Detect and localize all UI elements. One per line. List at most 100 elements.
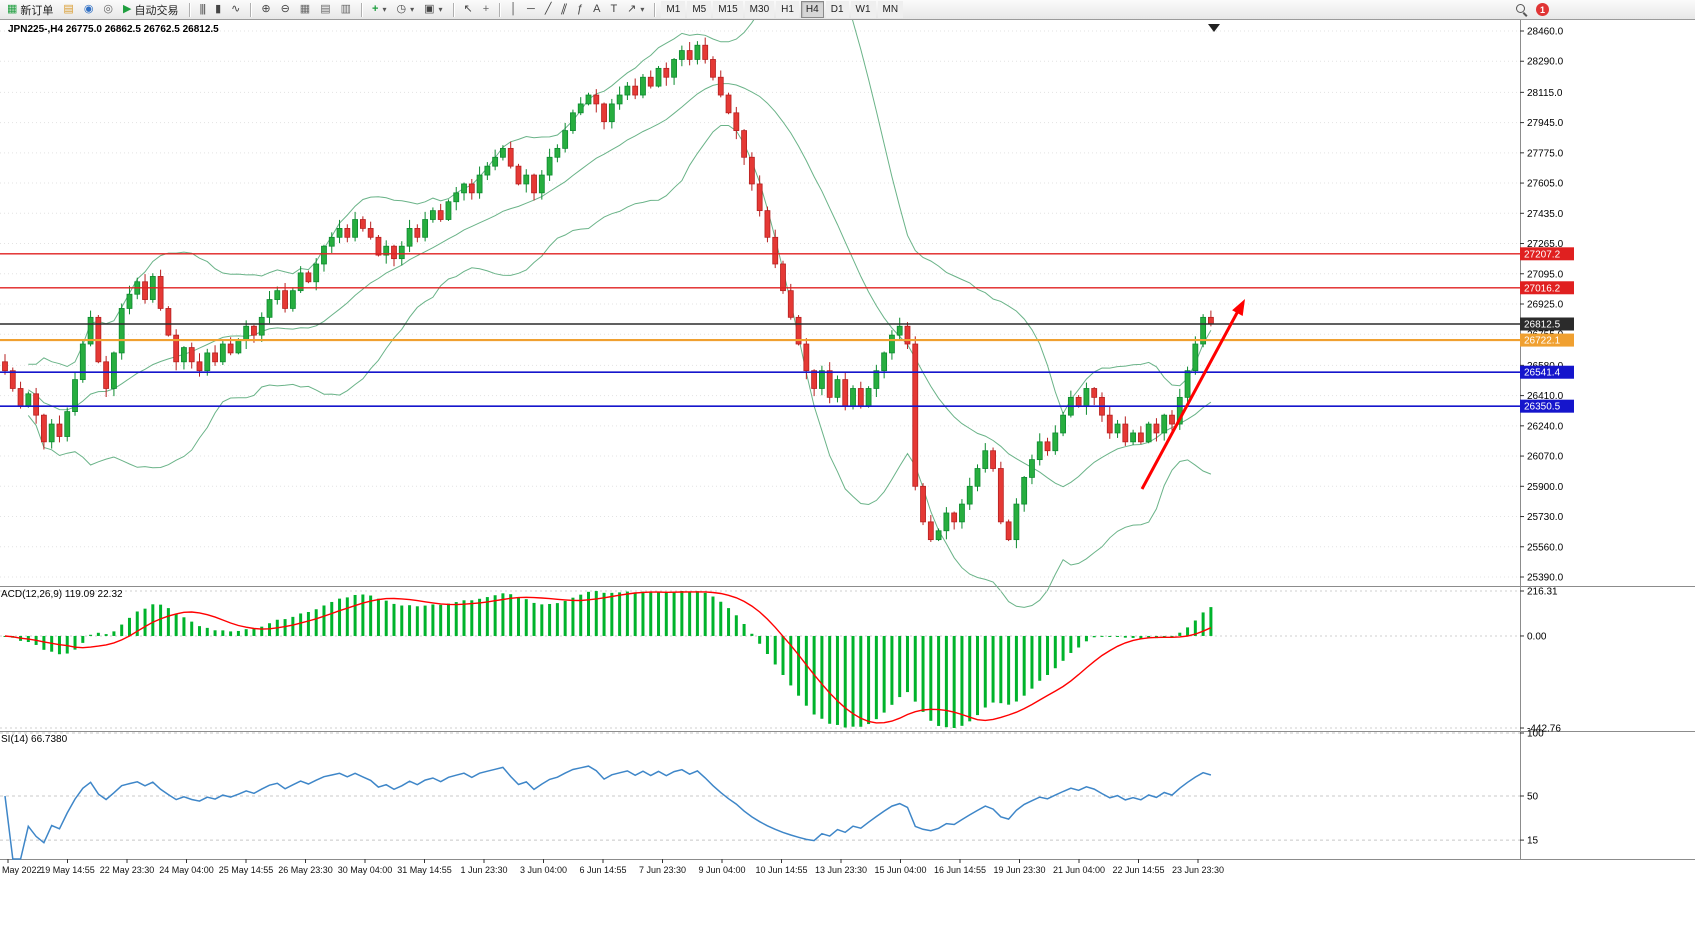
svg-text:28115.0: 28115.0 bbox=[1527, 88, 1563, 99]
cursor-icon: ↖ bbox=[463, 3, 473, 15]
label-tool-icon: T bbox=[610, 3, 618, 15]
arrows-tool-button[interactable]: ↗ ▾ bbox=[623, 2, 648, 18]
cascade-windows-button[interactable]: ▤ bbox=[316, 2, 334, 18]
community-icon: ◎ bbox=[103, 3, 114, 15]
svg-text:216.31: 216.31 bbox=[1527, 587, 1558, 598]
svg-text:9 Jun 04:00: 9 Jun 04:00 bbox=[698, 865, 745, 875]
fibonacci-icon: ƒ bbox=[576, 3, 584, 15]
bar-chart-button[interactable]: ||| bbox=[196, 2, 210, 18]
line-chart-icon: ∿ bbox=[231, 3, 241, 15]
trendline-icon: ╱ bbox=[544, 3, 552, 15]
svg-text:25390.0: 25390.0 bbox=[1527, 572, 1564, 583]
price-axis[interactable]: 28460.0 28290.0 28115.0 27945.0 27775.0 27605… bbox=[1520, 27, 1564, 584]
chevron-down-icon: ▾ bbox=[410, 5, 415, 14]
timeframe-d1-button[interactable]: D1 bbox=[825, 1, 849, 18]
channel-button[interactable]: ∥ bbox=[557, 2, 571, 18]
svg-text:6 Jun 14:55: 6 Jun 14:55 bbox=[579, 865, 626, 875]
new-order-button[interactable]: ▦ 新订单 bbox=[3, 2, 57, 18]
new-order-icon: ▦ bbox=[7, 3, 18, 15]
cascade-windows-icon: ▤ bbox=[320, 3, 331, 15]
panel-separators bbox=[0, 20, 1695, 860]
svg-text:19 Jun 23:30: 19 Jun 23:30 bbox=[993, 865, 1045, 875]
chart-shift-marker[interactable] bbox=[1208, 24, 1220, 32]
timeframe-m15-button[interactable]: M15 bbox=[713, 1, 743, 18]
tile-windows-icon: ▦ bbox=[299, 3, 311, 15]
svg-text:30 May 04:00: 30 May 04:00 bbox=[338, 865, 393, 875]
timeframe-m1-button[interactable]: M1 bbox=[661, 1, 686, 18]
timeframe-mn-button[interactable]: MN bbox=[877, 1, 904, 18]
arrange-windows-button[interactable]: ▥ bbox=[337, 2, 355, 18]
toolbar-separator bbox=[499, 2, 501, 17]
text-tool-button[interactable]: A bbox=[589, 2, 604, 18]
text-tool-icon: A bbox=[593, 3, 601, 15]
arrows-tool-icon: ↗ bbox=[627, 3, 637, 15]
fibonacci-button[interactable]: ƒ bbox=[573, 2, 587, 18]
chart-ohlc-title: JPN225-,H4 26775.0 26862.5 26762.5 26812… bbox=[8, 24, 219, 35]
svg-text:25 May 14:55: 25 May 14:55 bbox=[219, 865, 274, 875]
rsi-indicator-label: SI(14) 66.7380 bbox=[1, 734, 68, 745]
chevron-down-icon: ▾ bbox=[438, 5, 443, 14]
svg-text:27265.0: 27265.0 bbox=[1527, 239, 1564, 250]
svg-text:27605.0: 27605.0 bbox=[1527, 179, 1564, 190]
charts-icon: ▤ bbox=[63, 3, 74, 15]
svg-text:23 Jun 23:30: 23 Jun 23:30 bbox=[1172, 865, 1224, 875]
vertical-line-button[interactable]: │ bbox=[506, 2, 521, 18]
timeframe-h1-button[interactable]: H1 bbox=[776, 1, 799, 18]
svg-text:10 Jun 14:55: 10 Jun 14:55 bbox=[755, 865, 807, 875]
templates-button[interactable]: ▣ ▾ bbox=[420, 2, 446, 18]
svg-text:26350.5: 26350.5 bbox=[1524, 402, 1561, 413]
zoom-out-button[interactable]: ⊖ bbox=[277, 2, 294, 18]
timeframe-m30-button[interactable]: M30 bbox=[744, 1, 775, 18]
svg-text:26541.4: 26541.4 bbox=[1524, 368, 1561, 379]
label-tool-button[interactable]: T bbox=[606, 2, 621, 18]
svg-text:27095.0: 27095.0 bbox=[1527, 269, 1564, 280]
svg-text:24 May 04:00: 24 May 04:00 bbox=[159, 865, 214, 875]
svg-text:31 May 14:55: 31 May 14:55 bbox=[397, 865, 452, 875]
trend-arrow[interactable] bbox=[1140, 299, 1245, 490]
svg-text:16 Jun 14:55: 16 Jun 14:55 bbox=[934, 865, 986, 875]
periods-button[interactable]: ◷ ▾ bbox=[392, 2, 418, 18]
svg-text:25730.0: 25730.0 bbox=[1527, 512, 1564, 523]
tile-windows-button[interactable]: ▦ bbox=[296, 2, 314, 18]
svg-text:100: 100 bbox=[1527, 729, 1544, 740]
community-button[interactable]: ◎ bbox=[99, 2, 117, 18]
svg-text:15 Jun 04:00: 15 Jun 04:00 bbox=[874, 865, 926, 875]
crosshair-icon: + bbox=[482, 3, 490, 15]
metaquotes-button[interactable]: ◉ bbox=[80, 2, 98, 18]
level-lines[interactable]: 27207.2 27016.2 26812.5 26722.1 26541.4 26350… bbox=[0, 247, 1574, 413]
candles bbox=[2, 37, 1214, 549]
candlestick-button[interactable]: ▮ bbox=[211, 2, 225, 18]
zoom-in-button[interactable]: ⊕ bbox=[257, 2, 274, 18]
svg-text:3 Jun 04:00: 3 Jun 04:00 bbox=[520, 865, 567, 875]
chevron-down-icon: ▾ bbox=[640, 5, 645, 14]
crosshair-button[interactable]: + bbox=[479, 2, 493, 18]
trendline-button[interactable]: ╱ bbox=[541, 2, 556, 18]
search-icon[interactable] bbox=[1515, 3, 1528, 16]
horizontal-line-button[interactable]: ─ bbox=[523, 2, 539, 18]
svg-text:1 Jun 23:30: 1 Jun 23:30 bbox=[460, 865, 507, 875]
cursor-button[interactable]: ↖ bbox=[460, 2, 477, 18]
notification-badge[interactable]: 1 bbox=[1536, 3, 1549, 16]
vertical-line-icon: │ bbox=[510, 3, 518, 15]
auto-trading-button[interactable]: ▶ 自动交易 bbox=[119, 2, 182, 18]
svg-text:15: 15 bbox=[1527, 836, 1539, 847]
svg-text:7 Jun 23:30: 7 Jun 23:30 bbox=[639, 865, 686, 875]
macd-panel: 216.31 0.00 -442.76 bbox=[0, 587, 1561, 735]
svg-text:26 May 23:30: 26 May 23:30 bbox=[278, 865, 333, 875]
timeframe-m5-button[interactable]: M5 bbox=[687, 1, 712, 18]
auto-trading-label: 自动交易 bbox=[134, 4, 179, 17]
timeframe-h4-button[interactable]: H4 bbox=[800, 1, 824, 18]
indicators-button[interactable]: + ▾ bbox=[368, 2, 390, 18]
timeframe-w1-button[interactable]: W1 bbox=[850, 1, 876, 18]
toolbar: ▦ 新订单 ▤ ◉ ◎ ▶ 自动交易 ||| ▮ ∿ ⊕ ⊖ bbox=[0, 0, 1695, 20]
toolbar-separator bbox=[361, 2, 363, 17]
bar-chart-icon: ||| bbox=[199, 3, 207, 15]
line-chart-button[interactable]: ∿ bbox=[227, 2, 244, 18]
macd-histogram bbox=[3, 591, 1213, 728]
charts-button[interactable]: ▤ bbox=[59, 2, 77, 18]
svg-text:May 2022: May 2022 bbox=[2, 865, 42, 875]
price-grid bbox=[0, 30, 1520, 578]
